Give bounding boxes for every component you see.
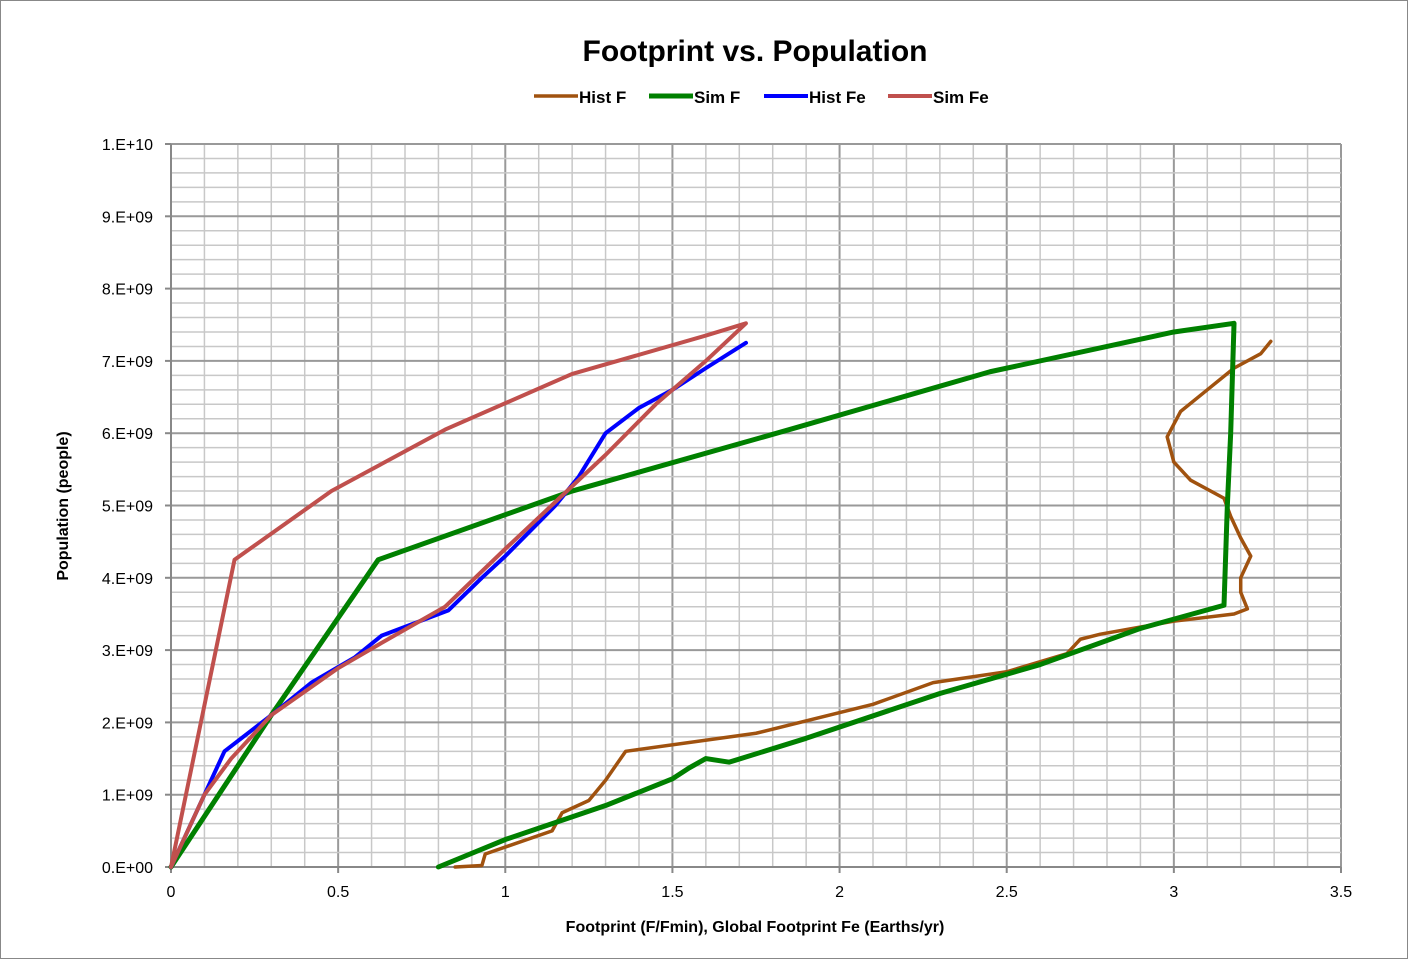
legend: Hist F Sim F Hist Fe Sim Fe xyxy=(534,88,989,107)
series-hist-fe-line xyxy=(169,340,748,869)
x-tick-label: 3 xyxy=(1169,884,1178,901)
y-tick-label: 8.E+09 xyxy=(102,282,153,299)
series-hist-f-line xyxy=(453,339,1273,869)
series-sim-f-line xyxy=(168,320,1237,870)
legend-label: Hist F xyxy=(579,88,626,107)
x-tick-label: 3.5 xyxy=(1330,884,1352,901)
y-tick-label: 3.E+09 xyxy=(102,643,153,660)
x-tick-label: 0 xyxy=(167,884,176,901)
x-axis-label: Footprint (F/Fmin), Global Footprint Fe … xyxy=(566,919,945,936)
x-tick-label: 1 xyxy=(501,884,510,901)
grid xyxy=(170,143,1342,868)
series-sim-fe-line xyxy=(169,321,748,869)
axes: 0 0.5 1 1.5 2 2.5 3 3.5 0.E+00 1.E+09 2.E+09 3.E+09… xyxy=(102,137,1352,901)
y-tick-label: 5.E+09 xyxy=(102,499,153,516)
chart-title: Footprint vs. Population xyxy=(583,35,928,68)
y-tick-label: 7.E+09 xyxy=(102,354,153,371)
x-tick-label: 0.5 xyxy=(327,884,349,901)
legend-label: Sim Fe xyxy=(933,88,989,107)
y-tick-label: 9.E+09 xyxy=(102,209,153,226)
y-tick-label: 6.E+09 xyxy=(102,426,153,443)
x-tick-label: 1.5 xyxy=(661,884,683,901)
y-tick-label: 0.E+00 xyxy=(102,860,153,877)
x-tick-label: 2.5 xyxy=(996,884,1018,901)
y-tick-label: 1.E+10 xyxy=(102,137,153,154)
y-axis-label: Population (people) xyxy=(55,431,72,580)
y-tick-label: 2.E+09 xyxy=(102,715,153,732)
series-lines xyxy=(168,320,1273,870)
legend-label: Sim F xyxy=(694,88,740,107)
y-tick-label: 1.E+09 xyxy=(102,788,153,805)
legend-label: Hist Fe xyxy=(809,88,866,107)
x-tick-label: 2 xyxy=(835,884,844,901)
y-tick-label: 4.E+09 xyxy=(102,571,153,588)
